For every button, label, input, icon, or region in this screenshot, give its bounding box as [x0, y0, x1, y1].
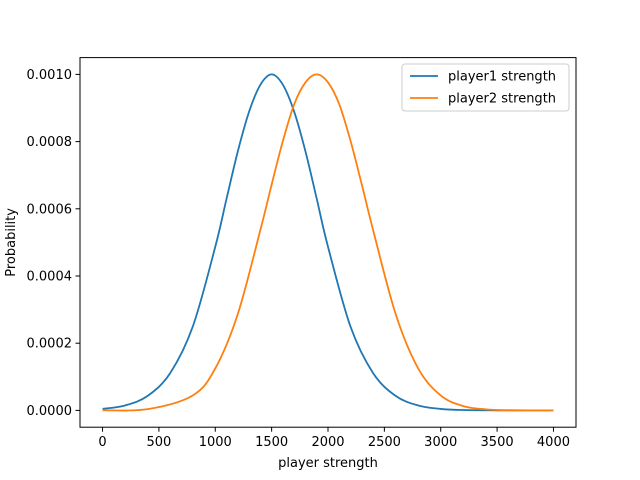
legend-box: [401, 63, 570, 112]
x-tick-label: 3000: [424, 435, 457, 450]
series-layer: [102, 73, 554, 412]
x-tick-label: 500: [146, 435, 171, 450]
x-axis: 0 500 1000 1500 2000 2500 3000 3500 4000: [98, 427, 570, 450]
x-tick-label: 4000: [537, 435, 570, 450]
x-tick-label: 1000: [199, 435, 232, 450]
x-tick-label: 1500: [255, 435, 288, 450]
y-tick-label: 0.0010: [27, 68, 73, 83]
y-tick-label: 0.0000: [27, 404, 73, 419]
x-tick-label: 3500: [481, 435, 514, 450]
x-tick-label: 0: [98, 435, 106, 450]
y-tick-label: 0.0008: [27, 135, 73, 150]
x-axis-label: player strength: [278, 456, 378, 471]
legend-label-player2: player2 strength: [448, 92, 556, 107]
y-tick-label: 0.0002: [27, 337, 73, 352]
y-axis: 0.0000 0.0002 0.0004 0.0006 0.0008 0.0010: [27, 68, 80, 419]
x-tick-label: 2000: [311, 435, 344, 450]
legend: player1 strength player2 strength: [401, 63, 570, 112]
legend-label-player1: player1 strength: [448, 70, 556, 85]
y-tick-label: 0.0006: [27, 202, 73, 217]
y-tick-label: 0.0004: [27, 270, 73, 285]
x-tick-label: 2500: [368, 435, 401, 450]
series-line-2: [102, 73, 554, 412]
y-axis-label: Probability: [4, 208, 19, 277]
series-line-1: [102, 73, 554, 412]
